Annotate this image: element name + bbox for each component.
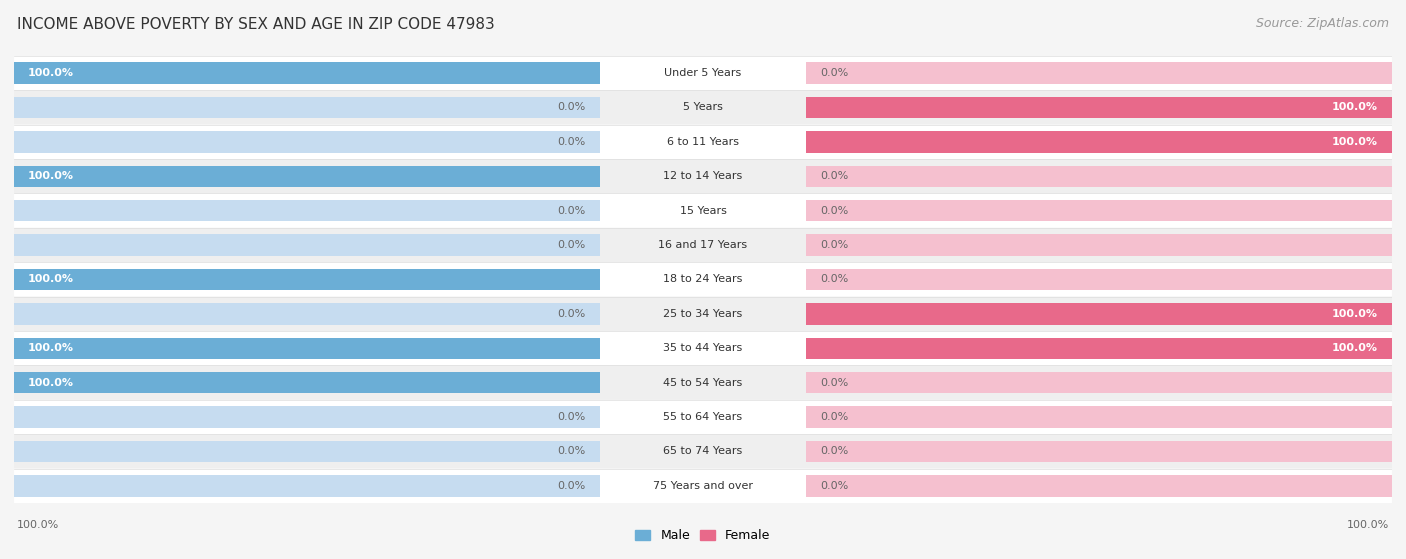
Text: 75 Years and over: 75 Years and over [652, 481, 754, 491]
Bar [807, 338, 1392, 359]
FancyBboxPatch shape [14, 159, 1392, 193]
Bar [807, 406, 1392, 428]
Text: 100.0%: 100.0% [1331, 309, 1378, 319]
Text: 16 and 17 Years: 16 and 17 Years [658, 240, 748, 250]
FancyBboxPatch shape [14, 434, 1392, 468]
Bar [807, 63, 1392, 84]
Bar [807, 131, 1392, 153]
Text: 15 Years: 15 Years [679, 206, 727, 216]
Text: 0.0%: 0.0% [820, 274, 848, 285]
Text: 25 to 34 Years: 25 to 34 Years [664, 309, 742, 319]
Text: 0.0%: 0.0% [820, 68, 848, 78]
Text: 100.0%: 100.0% [1347, 520, 1389, 530]
Text: 65 to 74 Years: 65 to 74 Years [664, 447, 742, 457]
Text: 0.0%: 0.0% [820, 378, 848, 388]
Bar [807, 131, 1392, 153]
Text: 100.0%: 100.0% [1331, 343, 1378, 353]
Text: 100.0%: 100.0% [28, 343, 75, 353]
Bar [14, 200, 599, 221]
Text: 18 to 24 Years: 18 to 24 Years [664, 274, 742, 285]
Text: 100.0%: 100.0% [1331, 137, 1378, 147]
Legend: Male, Female: Male, Female [630, 524, 776, 547]
Bar [14, 63, 599, 84]
Text: 0.0%: 0.0% [820, 171, 848, 181]
Text: 0.0%: 0.0% [558, 137, 586, 147]
Text: 100.0%: 100.0% [1331, 102, 1378, 112]
Bar [14, 303, 599, 325]
Bar [807, 97, 1392, 118]
FancyBboxPatch shape [14, 400, 1392, 434]
Bar [807, 303, 1392, 325]
Text: 0.0%: 0.0% [558, 206, 586, 216]
Text: 0.0%: 0.0% [820, 240, 848, 250]
Bar [14, 269, 599, 290]
Text: 100.0%: 100.0% [17, 520, 59, 530]
Bar [807, 234, 1392, 256]
Bar [14, 63, 599, 84]
Bar [807, 97, 1392, 118]
Bar [807, 303, 1392, 325]
Bar [14, 269, 599, 290]
FancyBboxPatch shape [14, 193, 1392, 228]
Text: 0.0%: 0.0% [820, 481, 848, 491]
FancyBboxPatch shape [14, 366, 1392, 400]
Text: 0.0%: 0.0% [558, 481, 586, 491]
FancyBboxPatch shape [14, 228, 1392, 262]
Text: 100.0%: 100.0% [28, 171, 75, 181]
FancyBboxPatch shape [14, 91, 1392, 125]
Bar [14, 475, 599, 496]
Text: 0.0%: 0.0% [558, 102, 586, 112]
Text: 100.0%: 100.0% [28, 378, 75, 388]
Text: 0.0%: 0.0% [820, 412, 848, 422]
Bar [14, 97, 599, 118]
Bar [14, 406, 599, 428]
Bar [807, 200, 1392, 221]
Text: 45 to 54 Years: 45 to 54 Years [664, 378, 742, 388]
Bar [14, 338, 599, 359]
Text: Source: ZipAtlas.com: Source: ZipAtlas.com [1256, 17, 1389, 30]
Bar [14, 441, 599, 462]
Text: 100.0%: 100.0% [28, 68, 75, 78]
Bar [14, 131, 599, 153]
Bar [807, 338, 1392, 359]
Text: 5 Years: 5 Years [683, 102, 723, 112]
Text: 12 to 14 Years: 12 to 14 Years [664, 171, 742, 181]
FancyBboxPatch shape [14, 125, 1392, 159]
Bar [14, 338, 599, 359]
Text: 0.0%: 0.0% [558, 412, 586, 422]
Text: 0.0%: 0.0% [558, 447, 586, 457]
FancyBboxPatch shape [14, 297, 1392, 331]
Bar [14, 372, 599, 394]
Text: 0.0%: 0.0% [558, 309, 586, 319]
Text: 0.0%: 0.0% [820, 447, 848, 457]
Text: INCOME ABOVE POVERTY BY SEX AND AGE IN ZIP CODE 47983: INCOME ABOVE POVERTY BY SEX AND AGE IN Z… [17, 17, 495, 32]
Bar [807, 475, 1392, 496]
Text: 0.0%: 0.0% [820, 206, 848, 216]
Text: Under 5 Years: Under 5 Years [665, 68, 741, 78]
FancyBboxPatch shape [14, 468, 1392, 503]
Text: 0.0%: 0.0% [558, 240, 586, 250]
Text: 35 to 44 Years: 35 to 44 Years [664, 343, 742, 353]
Bar [14, 165, 599, 187]
FancyBboxPatch shape [14, 262, 1392, 297]
Bar [807, 372, 1392, 394]
Bar [807, 269, 1392, 290]
Bar [807, 441, 1392, 462]
Bar [14, 372, 599, 394]
FancyBboxPatch shape [14, 331, 1392, 366]
FancyBboxPatch shape [14, 56, 1392, 91]
Bar [14, 165, 599, 187]
Text: 55 to 64 Years: 55 to 64 Years [664, 412, 742, 422]
Text: 100.0%: 100.0% [28, 274, 75, 285]
Bar [14, 234, 599, 256]
Bar [807, 165, 1392, 187]
Text: 6 to 11 Years: 6 to 11 Years [666, 137, 740, 147]
